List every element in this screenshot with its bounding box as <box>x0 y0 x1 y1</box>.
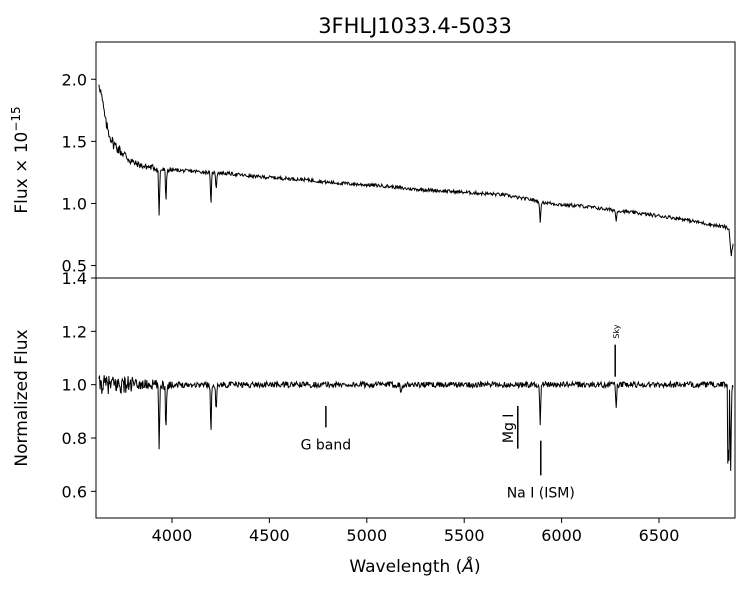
bottom-spectrum-line <box>98 375 734 471</box>
top-y-tick-label: 1.0 <box>62 194 87 213</box>
top-plot-frame <box>95 41 736 279</box>
bottom-plot-frame <box>95 277 736 519</box>
annotation-label: Mg I <box>501 414 517 444</box>
x-tick-label: 4500 <box>249 526 290 545</box>
bottom-y-tick-label: 0.6 <box>62 482 87 501</box>
bottom-x-ticks: 4000 4500 5000 5500 6000 6500 <box>152 518 680 545</box>
annotation-label: G band <box>301 437 352 453</box>
x-tick-label: 5000 <box>346 526 387 545</box>
top-y-tick-label: 0.5 <box>62 257 87 276</box>
x-tick-label: 6500 <box>639 526 680 545</box>
bottom-panel: 0.6 0.8 1.0 1.2 1.4 4000 4500 5000 5500 6000 6500… <box>12 269 736 577</box>
annotation-label: Na I (ISM) <box>507 485 575 501</box>
top-y-ticks: 0.5 1.0 1.5 2.0 <box>62 70 96 276</box>
top-y-tick-label: 1.5 <box>62 132 87 151</box>
bottom-y-axis-label: Normalized Flux <box>12 329 32 466</box>
x-axis-label: Wavelength (Å) <box>349 555 480 577</box>
top-y-tick-label: 2.0 <box>62 70 87 89</box>
top-panel: 0.5 1.0 1.5 2.0 Flux × 10−15 <box>9 41 736 279</box>
x-tick-label: 4000 <box>152 526 193 545</box>
x-tick-label: 6000 <box>541 526 582 545</box>
chart-title: 3FHLJ1033.4-5033 <box>318 14 512 38</box>
bottom-y-tick-label: 1.0 <box>62 376 87 395</box>
x-tick-label: 5500 <box>444 526 485 545</box>
bottom-y-tick-label: 1.4 <box>62 269 87 288</box>
bottom-y-tick-label: 0.8 <box>62 429 87 448</box>
bottom-y-ticks: 0.6 0.8 1.0 1.2 1.4 <box>62 269 96 501</box>
top-spectrum-line <box>98 84 734 257</box>
bottom-y-tick-label: 1.2 <box>62 322 87 341</box>
line-annotations: G band Mg I Na I (ISM) Sky <box>301 324 622 501</box>
top-y-axis-label: Flux × 10−15 <box>9 106 32 213</box>
annotation-label: Sky <box>612 324 621 338</box>
